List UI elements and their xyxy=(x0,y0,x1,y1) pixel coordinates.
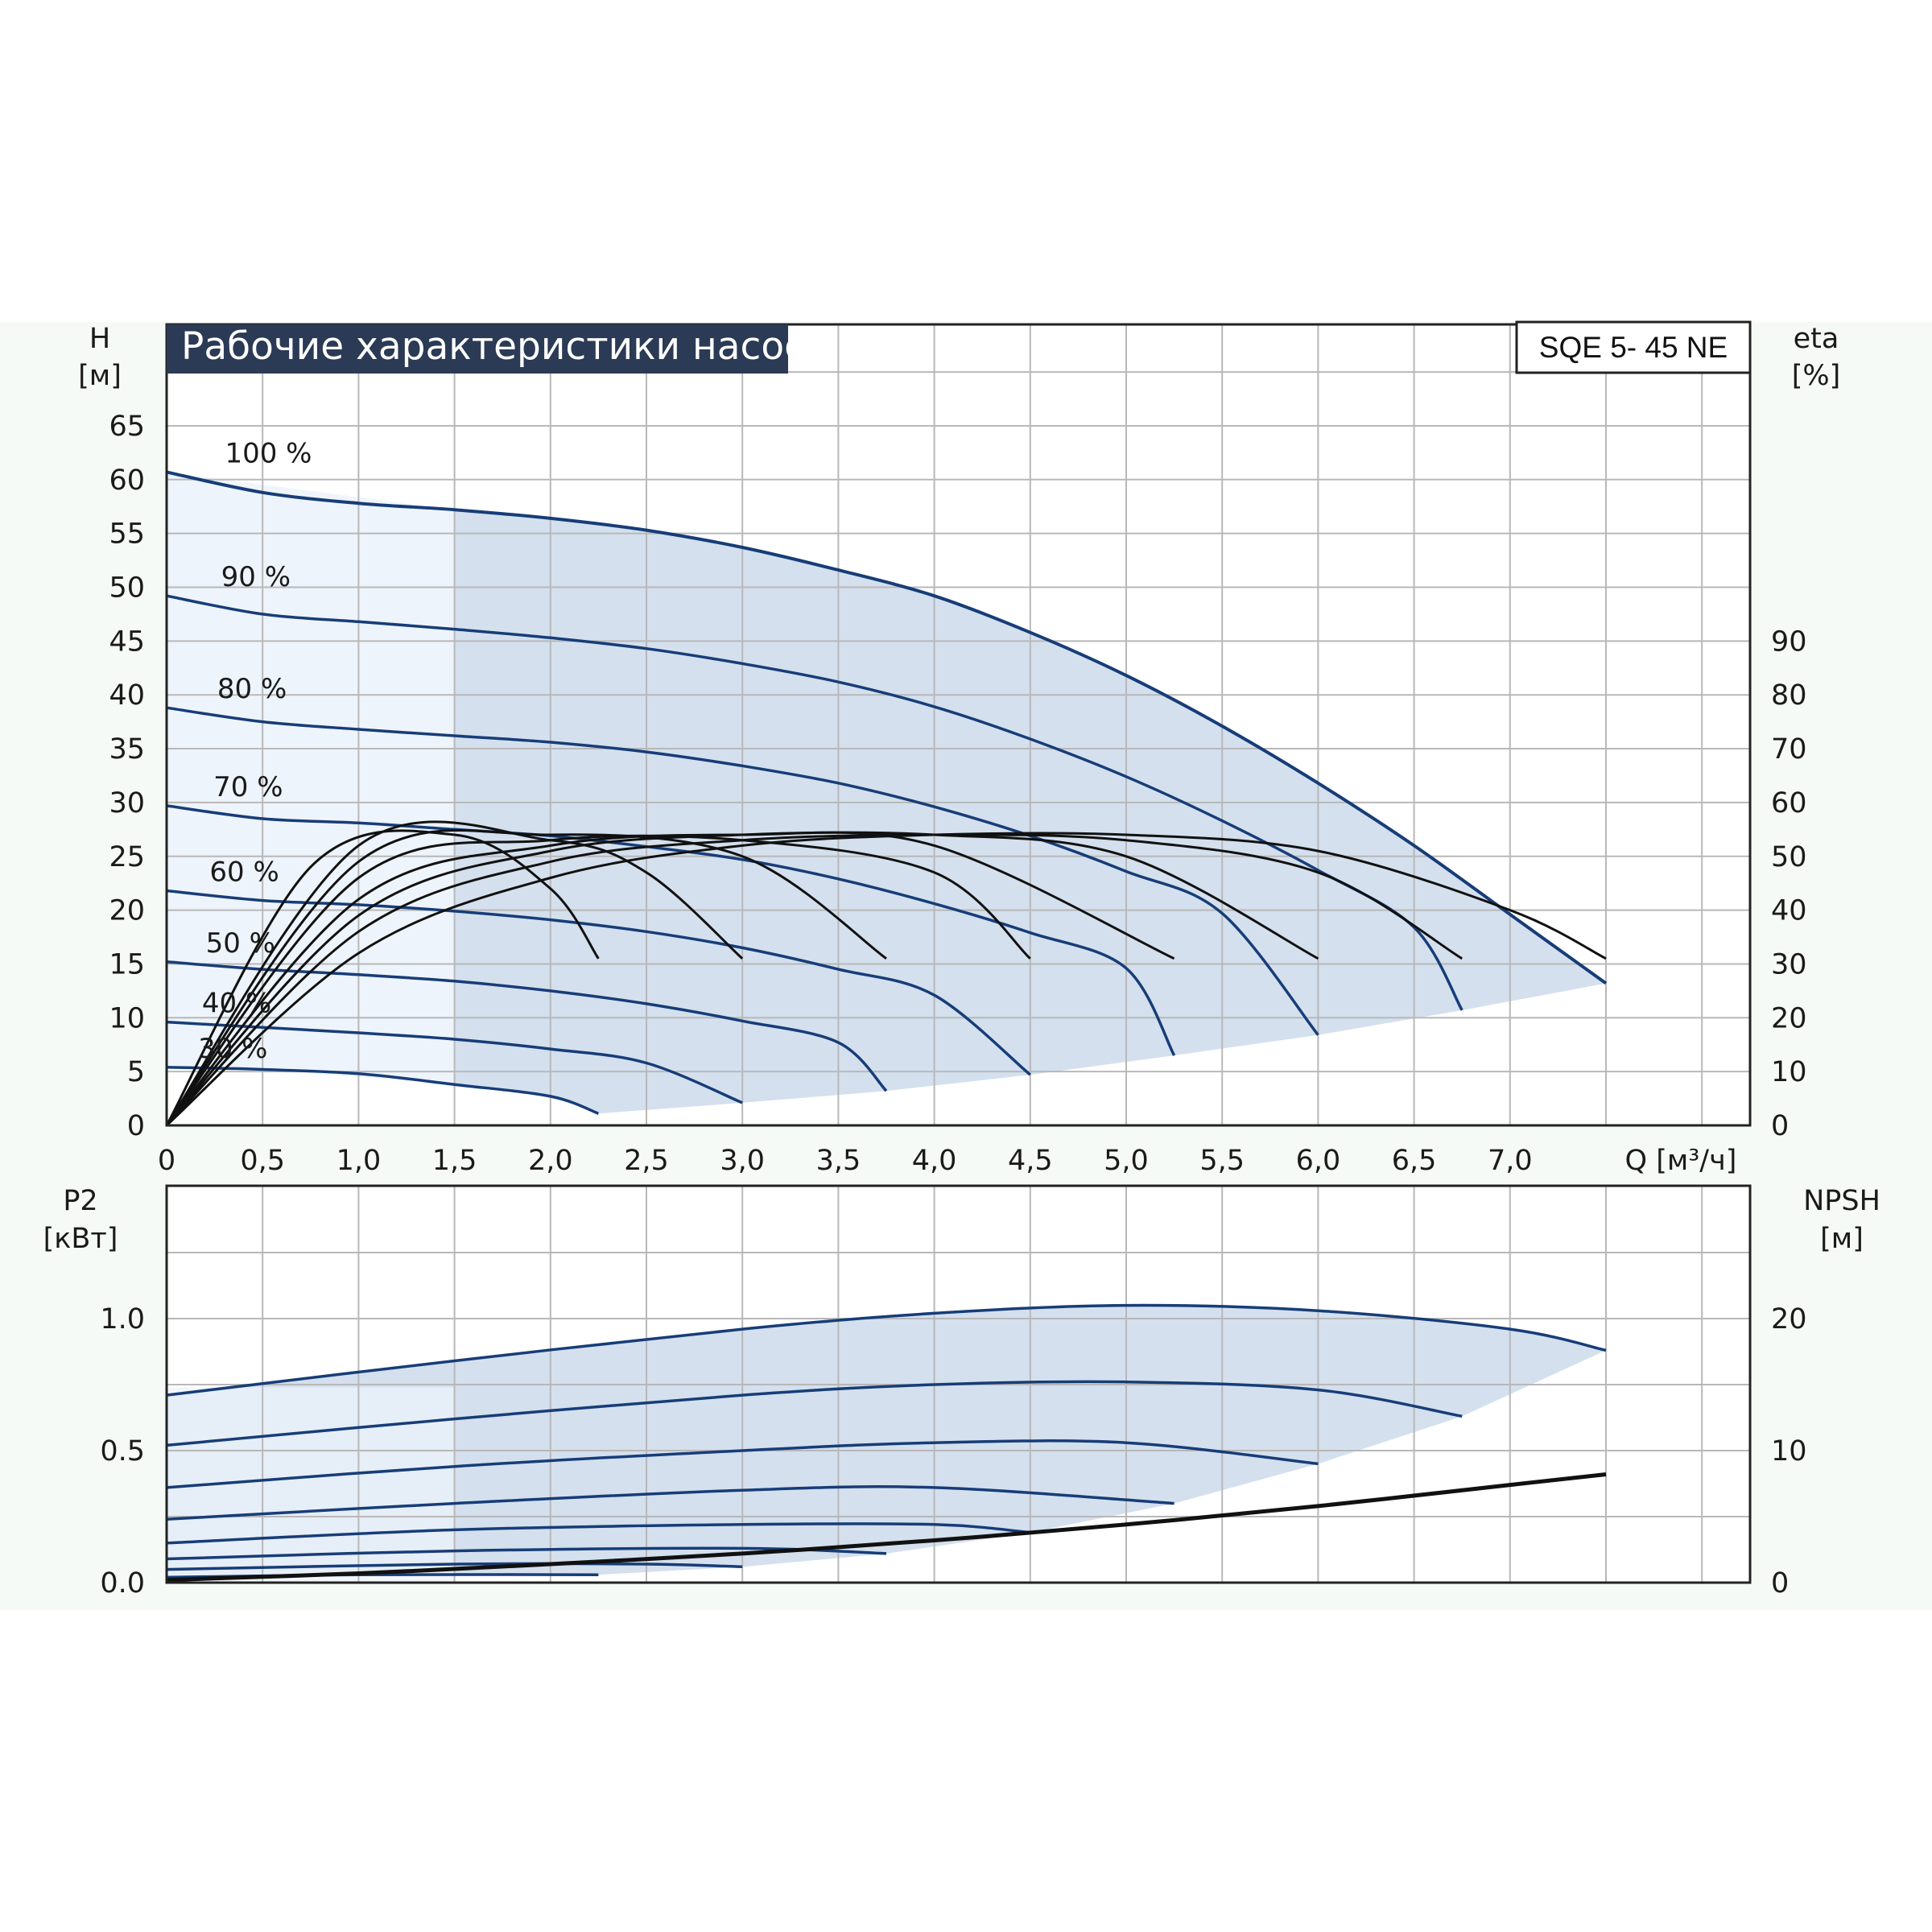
power-tick-label: 1.0 xyxy=(100,1303,145,1335)
efficiency-axis-label: eta xyxy=(1794,323,1839,355)
bottom-plot-frame xyxy=(165,1184,1752,1584)
efficiency-tick-label: 30 xyxy=(1771,948,1807,980)
head-tick-label: 20 xyxy=(109,895,145,927)
curves xyxy=(165,470,1608,1583)
speed-label: 50 % xyxy=(206,927,275,960)
npsh-tick-label: 0 xyxy=(1771,1567,1789,1600)
npsh-tick-label: 20 xyxy=(1771,1303,1807,1335)
power-curve xyxy=(166,1485,1174,1521)
head-tick-label: 60 xyxy=(109,464,145,497)
efficiency-tick-label: 40 xyxy=(1771,895,1807,927)
speed-label: 60 % xyxy=(209,857,279,889)
efficiency-axis-unit: [%] xyxy=(1792,360,1841,392)
x-tick-label: 0,5 xyxy=(240,1145,285,1177)
efficiency-tick-label: 90 xyxy=(1771,625,1807,658)
head-curve xyxy=(166,706,1319,1036)
x-tick-label: 5,5 xyxy=(1199,1145,1245,1177)
efficiency-curve xyxy=(165,834,1031,1126)
head-tick-label: 65 xyxy=(109,411,145,443)
efficiency-tick-label: 70 xyxy=(1771,733,1807,766)
top-plot-frame xyxy=(165,323,1752,1127)
power-curve xyxy=(166,1522,1030,1545)
x-tick-label: 4,0 xyxy=(912,1145,957,1177)
grid xyxy=(166,324,1750,1583)
power-curve xyxy=(166,1562,743,1571)
head-curve xyxy=(166,470,1608,985)
model-box xyxy=(1515,320,1752,374)
speed-label: 70 % xyxy=(213,771,283,803)
head-tick-label: 5 xyxy=(127,1056,145,1088)
speed-labels: 100 % 90 % 80 % 70 % 60 % 50 % 40 % 30 % xyxy=(198,437,312,1064)
x-tick-label: 7,0 xyxy=(1488,1145,1533,1177)
npsh-tick-label: 10 xyxy=(1771,1435,1807,1468)
title-box xyxy=(167,324,788,374)
frames xyxy=(165,323,1752,1584)
power-axis-unit: [кВт] xyxy=(43,1223,118,1255)
power-curve xyxy=(166,1439,1319,1489)
power-range-fill xyxy=(167,1305,1606,1578)
x-tick-label: 2,0 xyxy=(528,1145,573,1177)
power-tick-label: 0.0 xyxy=(100,1567,145,1600)
speed-label: 30 % xyxy=(198,1033,267,1065)
head-tick-label: 55 xyxy=(109,518,145,551)
head-tick-label: 50 xyxy=(109,572,145,605)
efficiency-tick-label: 20 xyxy=(1771,1002,1807,1034)
head-curve xyxy=(166,804,1176,1056)
operating-range-fill xyxy=(167,324,1750,1583)
low-flow-fill xyxy=(167,472,455,1085)
head-tick-label: 30 xyxy=(109,787,145,819)
head-tick-label: 15 xyxy=(109,948,145,980)
tick-labels: 0 0,5 1,0 1,5 2,0 2,5 3,0 3,5 4,0 4,5 5,0 5,5 6,0 6,5… xyxy=(100,411,1806,1600)
power-tick-label: 0.5 xyxy=(100,1435,145,1468)
x-tick-label: 3,5 xyxy=(816,1145,861,1177)
x-tick-label: 3,0 xyxy=(720,1145,765,1177)
efficiency-tick-label: 10 xyxy=(1771,1056,1807,1088)
speed-label: 90 % xyxy=(221,561,291,593)
efficiency-curve xyxy=(165,833,1463,1127)
power-axis-label: P2 xyxy=(63,1185,97,1217)
head-tick-label: 25 xyxy=(109,841,145,873)
flow-axis-label: Q [м³/ч] xyxy=(1625,1145,1737,1177)
x-tick-label: 1,5 xyxy=(432,1145,477,1177)
head-axis-unit: [м] xyxy=(78,360,122,392)
x-tick-label: 0 xyxy=(158,1145,175,1177)
head-curve xyxy=(166,1020,743,1104)
efficiency-curve xyxy=(165,820,744,1126)
speed-label: 80 % xyxy=(217,673,287,705)
head-tick-label: 45 xyxy=(109,625,145,658)
head-tick-label: 35 xyxy=(109,733,145,766)
head-tick-label: 10 xyxy=(109,1002,145,1034)
npsh-curve xyxy=(166,1472,1607,1583)
x-tick-label: 6,5 xyxy=(1392,1145,1437,1177)
efficiency-curve xyxy=(165,829,600,1126)
efficiency-tick-label: 80 xyxy=(1771,679,1807,712)
efficiency-tick-label: 0 xyxy=(1771,1110,1789,1142)
power-curve xyxy=(166,1303,1607,1397)
model-label: SQE 5- 45 NE xyxy=(1539,331,1728,364)
speed-label: 100 % xyxy=(225,437,312,469)
head-curve xyxy=(166,1066,600,1115)
head-curve xyxy=(166,594,1463,1011)
efficiency-tick-label: 60 xyxy=(1771,787,1807,819)
npsh-axis-unit: [м] xyxy=(1820,1223,1864,1255)
head-curve xyxy=(166,960,888,1092)
efficiency-curve xyxy=(165,829,887,1126)
npsh-axis-label: NPSH xyxy=(1803,1185,1880,1217)
x-tick-label: 2,5 xyxy=(624,1145,669,1177)
x-tick-label: 5,0 xyxy=(1104,1145,1149,1177)
x-tick-label: 1,0 xyxy=(336,1145,382,1177)
x-tick-label: 6,0 xyxy=(1296,1145,1341,1177)
chart-title: Рабочие характеристики насоса xyxy=(181,324,828,369)
power-curve xyxy=(166,1380,1463,1447)
speed-label: 40 % xyxy=(202,988,271,1020)
head-tick-label: 0 xyxy=(127,1110,145,1142)
efficiency-tick-label: 50 xyxy=(1771,841,1807,873)
head-axis-label: H xyxy=(89,323,110,355)
x-tick-label: 4,5 xyxy=(1008,1145,1053,1177)
head-tick-label: 40 xyxy=(109,679,145,712)
